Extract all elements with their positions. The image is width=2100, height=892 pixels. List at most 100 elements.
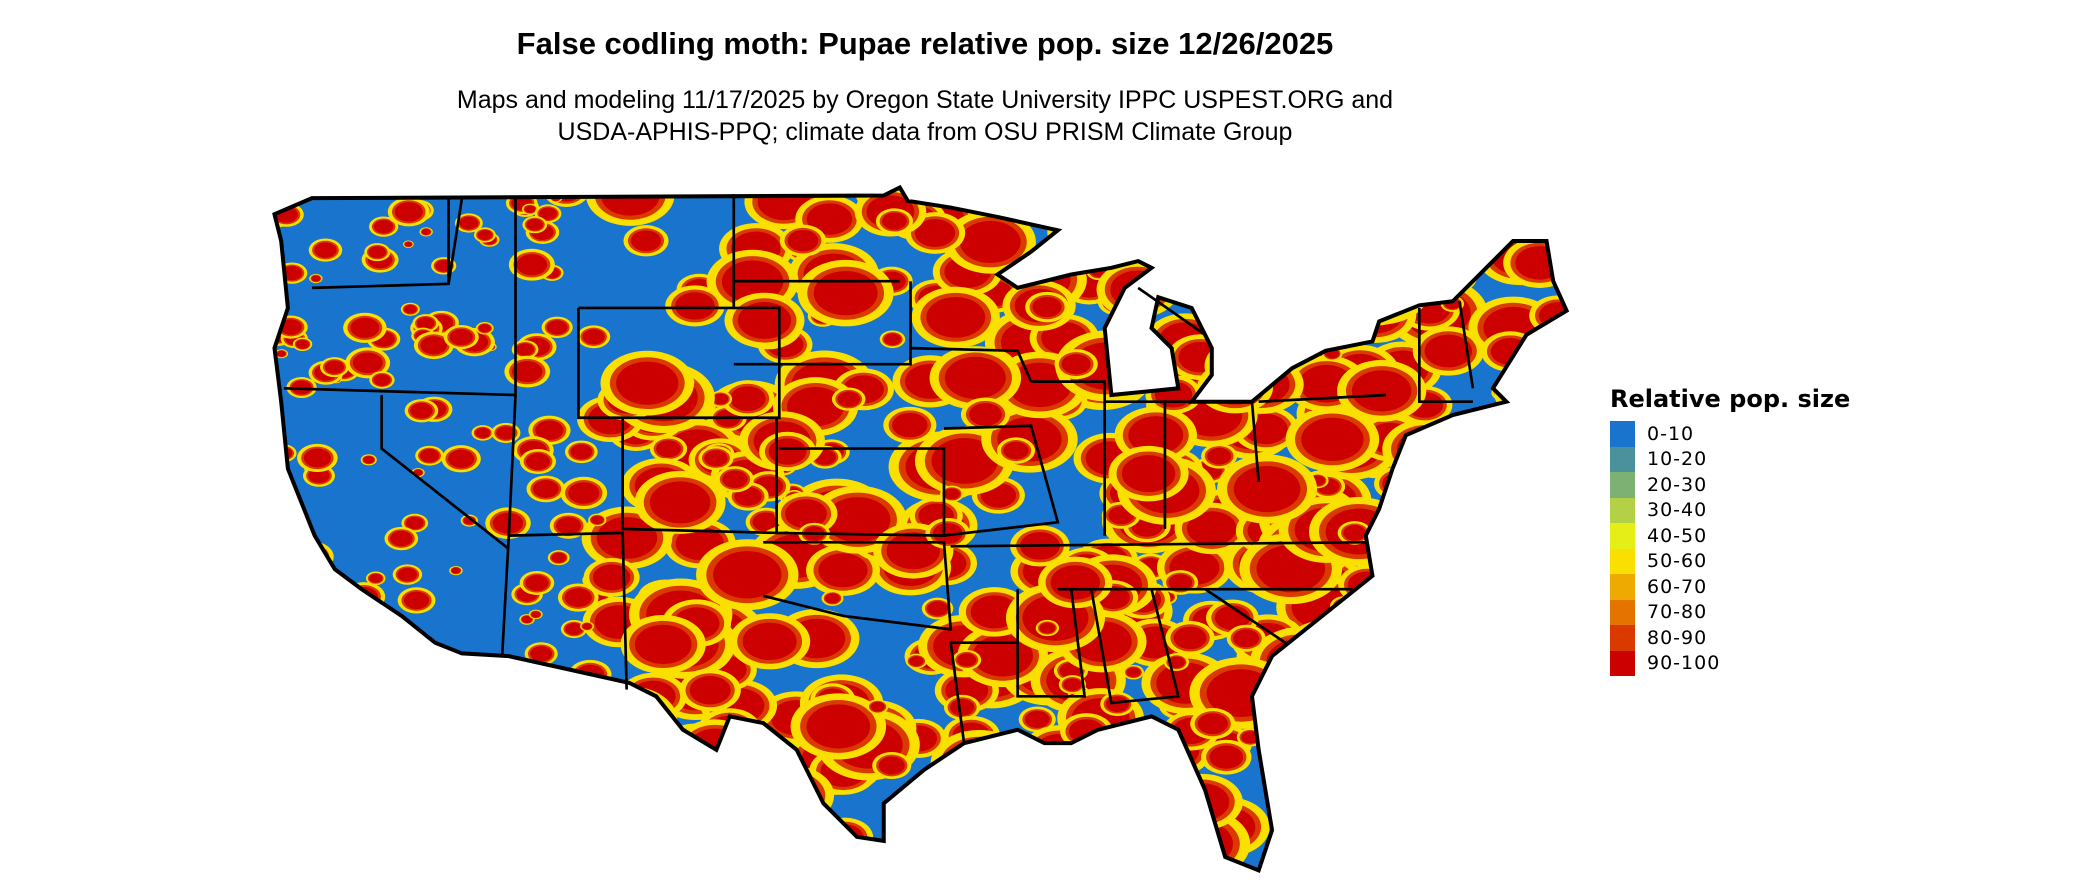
- state-border: [762, 540, 953, 631]
- raster-patch: [448, 794, 495, 827]
- legend-label: 20-30: [1647, 473, 1708, 496]
- raster-patch: [1370, 223, 1391, 237]
- raster-patch: [358, 797, 390, 819]
- raster-patch: [1353, 616, 1409, 655]
- raster-patch: [1369, 750, 1465, 817]
- raster-patch: [383, 786, 423, 815]
- raster-patch: [1375, 724, 1459, 782]
- raster-patch: [1352, 800, 1390, 826]
- raster-patch: [1456, 430, 1521, 476]
- raster-patch: [274, 813, 300, 838]
- raster-patch: [459, 216, 479, 230]
- raster-patch: [449, 329, 473, 346]
- raster-patch: [1388, 267, 1430, 297]
- raster-patch: [1080, 741, 1114, 765]
- raster-patch: [675, 803, 753, 857]
- raster-patch: [1003, 441, 1029, 460]
- raster-patch: [1242, 221, 1291, 255]
- raster-patch: [1351, 587, 1426, 639]
- raster-patch: [1519, 422, 1562, 452]
- raster-patch: [862, 187, 884, 196]
- raster-patch: [972, 187, 1030, 210]
- raster-patch: [878, 756, 905, 775]
- raster-patch: [1430, 778, 1483, 815]
- raster-patch: [1441, 631, 1492, 666]
- raster-patch: [387, 789, 419, 812]
- raster-patch: [419, 449, 440, 463]
- raster-patch: [274, 542, 286, 563]
- legend-label: 10-20: [1647, 448, 1708, 471]
- raster-patch: [274, 509, 278, 524]
- raster-patch: [274, 544, 283, 561]
- raster-patch: [1233, 465, 1301, 513]
- raster-patch: [1163, 755, 1193, 777]
- raster-patch: [1378, 634, 1410, 657]
- raster-patch: [1299, 294, 1321, 310]
- raster-patch: [421, 228, 431, 235]
- raster-patch: [596, 516, 658, 559]
- raster-patch: [1472, 665, 1518, 697]
- raster-patch: [525, 453, 551, 470]
- raster-patch: [1026, 187, 1053, 204]
- raster-patch: [1432, 683, 1454, 699]
- raster-patch: [1433, 503, 1482, 537]
- raster-patch: [1418, 266, 1438, 280]
- raster-patch: [1432, 620, 1487, 659]
- raster-patch: [1498, 659, 1565, 706]
- raster-patch: [1284, 247, 1349, 292]
- raster-patch: [1359, 592, 1419, 634]
- raster-patch: [452, 797, 491, 824]
- raster-patch: [1355, 778, 1378, 795]
- legend-label: 40-50: [1647, 524, 1708, 547]
- raster-patch: [526, 665, 557, 687]
- raster-patch: [1384, 535, 1407, 551]
- raster-patch: [1377, 600, 1431, 638]
- raster-patch: [311, 275, 321, 282]
- raster-patch: [755, 771, 826, 820]
- raster-patch: [1399, 547, 1440, 576]
- raster-patch: [274, 796, 279, 812]
- raster-patch: [1050, 565, 1101, 600]
- raster-patch: [1522, 425, 1558, 450]
- raster-patch: [1309, 209, 1343, 233]
- raster-patch: [1448, 606, 1521, 656]
- raster-patch: [1454, 610, 1515, 652]
- raster-patch: [1379, 259, 1427, 293]
- raster-patch: [1484, 646, 1513, 666]
- raster-patch: [594, 697, 661, 744]
- raster-patch: [1508, 374, 1564, 413]
- raster-patch: [342, 741, 370, 761]
- raster-patch: [511, 361, 543, 383]
- raster-patch: [529, 667, 554, 685]
- raster-patch: [399, 727, 423, 744]
- raster-patch: [954, 737, 1056, 808]
- raster-patch: [1111, 218, 1151, 246]
- raster-patch: [1330, 206, 1358, 226]
- raster-patch: [301, 736, 341, 764]
- raster-patch: [382, 809, 405, 825]
- raster-patch: [1052, 218, 1094, 247]
- raster-patch: [461, 674, 484, 690]
- raster-patch: [927, 601, 949, 616]
- raster-patch: [1391, 254, 1423, 276]
- raster-patch: [561, 788, 580, 801]
- raster-patch: [276, 785, 313, 812]
- raster-patch: [940, 736, 1019, 791]
- raster-patch: [274, 817, 295, 834]
- raster-patch: [1343, 250, 1377, 274]
- legend-label: 60-70: [1647, 575, 1708, 598]
- raster-patch: [592, 564, 631, 591]
- raster-patch: [1520, 468, 1567, 506]
- raster-patch: [1300, 730, 1317, 743]
- raster-patch: [310, 665, 349, 692]
- raster-patch: [1063, 678, 1082, 691]
- raster-patch: [1352, 688, 1434, 746]
- raster-patch: [993, 802, 1009, 813]
- raster-patch: [1002, 822, 1040, 848]
- raster-patch: [516, 254, 548, 276]
- raster-patch: [1371, 237, 1444, 287]
- raster-patch: [1439, 599, 1530, 662]
- raster-patch: [1524, 653, 1556, 675]
- raster-patch: [1428, 486, 1458, 507]
- raster-patch: [1457, 549, 1516, 590]
